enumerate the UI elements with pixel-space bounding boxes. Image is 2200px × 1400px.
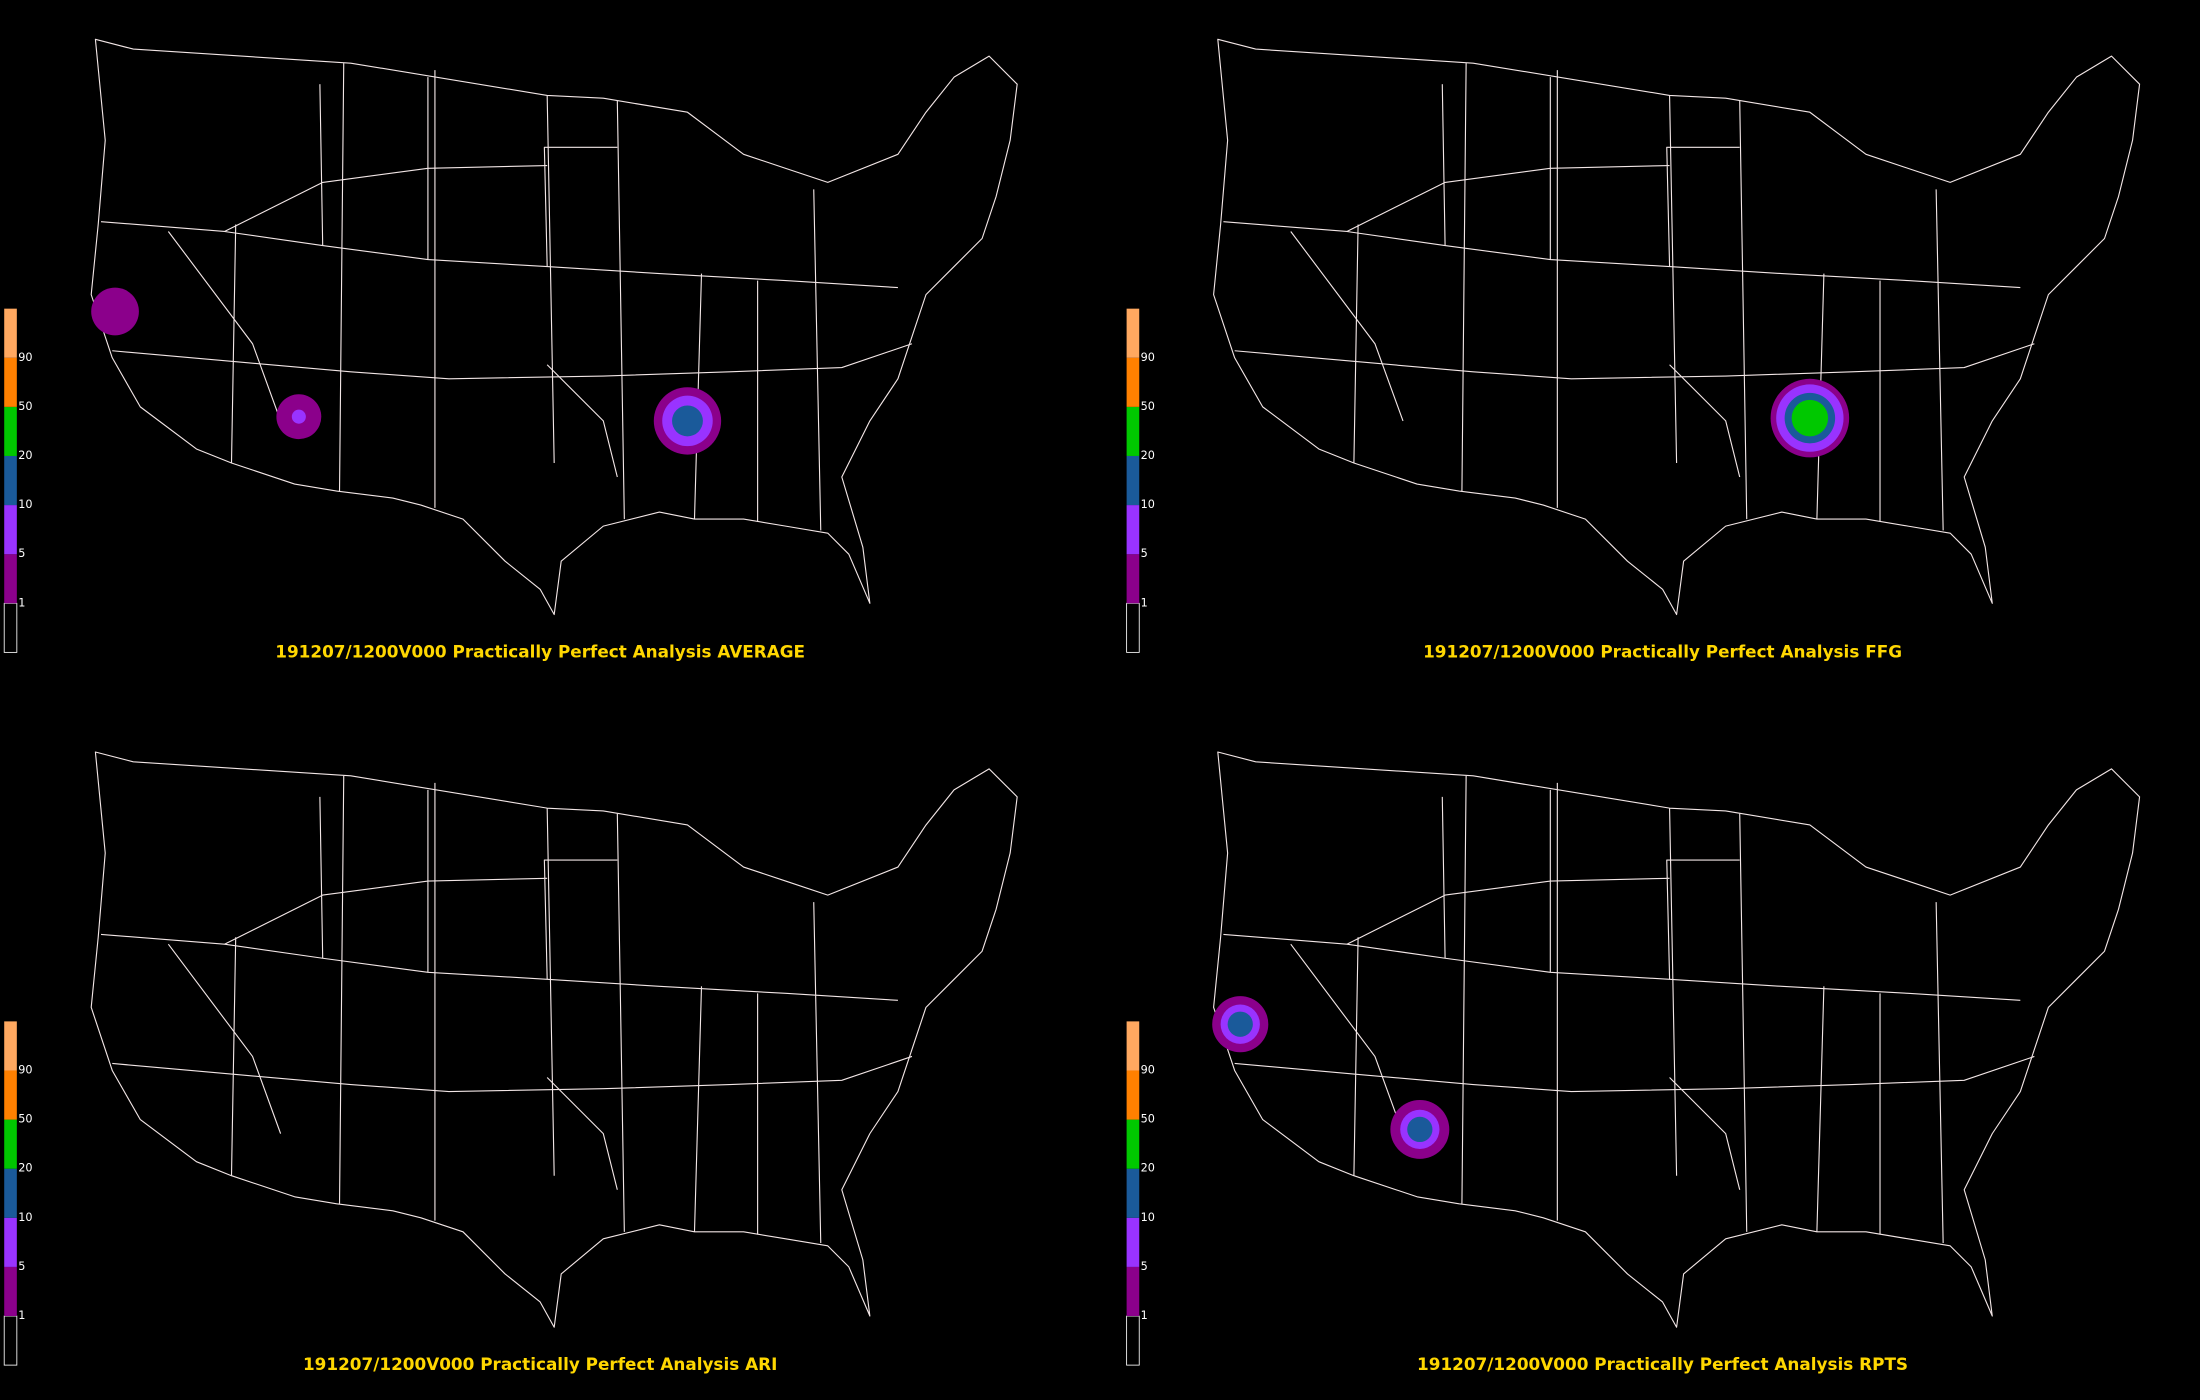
probability-contour bbox=[1791, 399, 1829, 437]
colorbar-segment bbox=[3, 1315, 18, 1366]
probability-contour bbox=[1227, 1011, 1253, 1037]
colorbar-label: 50 bbox=[1141, 400, 1155, 413]
colorbar-segment bbox=[4, 1266, 17, 1317]
colorbar-label: 50 bbox=[18, 1113, 32, 1126]
colorbar-segment bbox=[4, 406, 17, 456]
colorbar-label: 1 bbox=[18, 1309, 25, 1322]
colorbar-label: 50 bbox=[1141, 1113, 1155, 1126]
colorbar-segment bbox=[1126, 357, 1140, 407]
panel-title: 191207/1200V000 Practically Perfect Anal… bbox=[303, 1354, 777, 1374]
panel: 1 5 10 20 50 90 191207/1200V000 Practically Pe… bbox=[3, 751, 1018, 1374]
colorbar-label: 90 bbox=[18, 351, 32, 364]
colorbar-segment bbox=[1126, 308, 1140, 358]
panel: 1 5 10 20 50 90 191207/1200V000 Practically Pe… bbox=[1126, 38, 2141, 661]
colorbar-label: 10 bbox=[18, 1211, 32, 1224]
colorbar-segment bbox=[1126, 1315, 1140, 1366]
colorbar-segment bbox=[1126, 1021, 1140, 1071]
colorbar-segment bbox=[4, 554, 17, 604]
colorbar-label: 10 bbox=[1141, 498, 1155, 511]
colorbar-label: 1 bbox=[18, 596, 25, 609]
colorbar-segment bbox=[1126, 1168, 1140, 1218]
colorbar-label: 10 bbox=[18, 498, 32, 511]
colorbar-segment bbox=[1126, 1266, 1140, 1317]
colorbar-segment bbox=[1126, 1119, 1140, 1169]
colorbar-segment bbox=[4, 1119, 17, 1169]
colorbar-segment bbox=[3, 602, 18, 653]
panel: 1 5 10 20 50 90 191207/1200V000 Practically Pe… bbox=[3, 38, 1018, 661]
colorbar-segment bbox=[4, 455, 17, 506]
colorbar-label: 50 bbox=[18, 400, 32, 413]
panel-title: 191207/1200V000 Practically Perfect Anal… bbox=[1417, 1354, 1908, 1374]
panel-title: 191207/1200V000 Practically Perfect Anal… bbox=[275, 641, 805, 661]
colorbar-segment bbox=[4, 1168, 17, 1218]
colorbar-label: 5 bbox=[1141, 547, 1148, 560]
us-map bbox=[90, 751, 1018, 1328]
colorbar-label: 20 bbox=[1141, 449, 1155, 462]
colorbar-label: 90 bbox=[18, 1063, 32, 1076]
colorbar-label: 20 bbox=[1141, 1162, 1155, 1175]
colorbar-segment bbox=[4, 357, 17, 407]
colorbar-label: 1 bbox=[1141, 596, 1148, 609]
colorbar-segment bbox=[1126, 406, 1140, 456]
us-map bbox=[90, 38, 1018, 616]
colorbar-label: 5 bbox=[18, 547, 25, 560]
colorbar-label: 1 bbox=[1141, 1309, 1148, 1322]
panel: 1 5 10 20 50 90 191207/1200V000 Practically Pe… bbox=[1126, 751, 2141, 1374]
colorbar-label: 90 bbox=[1141, 351, 1155, 364]
colorbar-segment bbox=[4, 505, 17, 555]
us-map bbox=[1213, 751, 2141, 1328]
colorbar-segment bbox=[4, 1070, 17, 1120]
colorbar-segment bbox=[4, 1021, 17, 1071]
colorbar-segment bbox=[1126, 602, 1140, 653]
probability-contour bbox=[91, 287, 139, 336]
colorbar-label: 5 bbox=[1141, 1260, 1148, 1273]
probability-contour bbox=[1407, 1116, 1433, 1143]
colorbar-segment bbox=[1126, 455, 1140, 506]
colorbar-label: 10 bbox=[1141, 1211, 1155, 1224]
colorbar-segment bbox=[1126, 505, 1140, 555]
colorbar-label: 5 bbox=[18, 1260, 25, 1273]
colorbar-label: 90 bbox=[1141, 1063, 1155, 1076]
panel-title: 191207/1200V000 Practically Perfect Anal… bbox=[1423, 641, 1902, 661]
probability-contour bbox=[672, 405, 703, 437]
colorbar-label: 20 bbox=[18, 449, 32, 462]
colorbar-label: 20 bbox=[18, 1162, 32, 1175]
colorbar-segment bbox=[4, 308, 17, 358]
colorbar-segment bbox=[1126, 1070, 1140, 1120]
us-map bbox=[1213, 38, 2141, 616]
colorbar-segment bbox=[4, 1217, 17, 1267]
probability-contour bbox=[291, 409, 306, 424]
colorbar-segment bbox=[1126, 1217, 1140, 1267]
colorbar-segment bbox=[1126, 554, 1140, 604]
